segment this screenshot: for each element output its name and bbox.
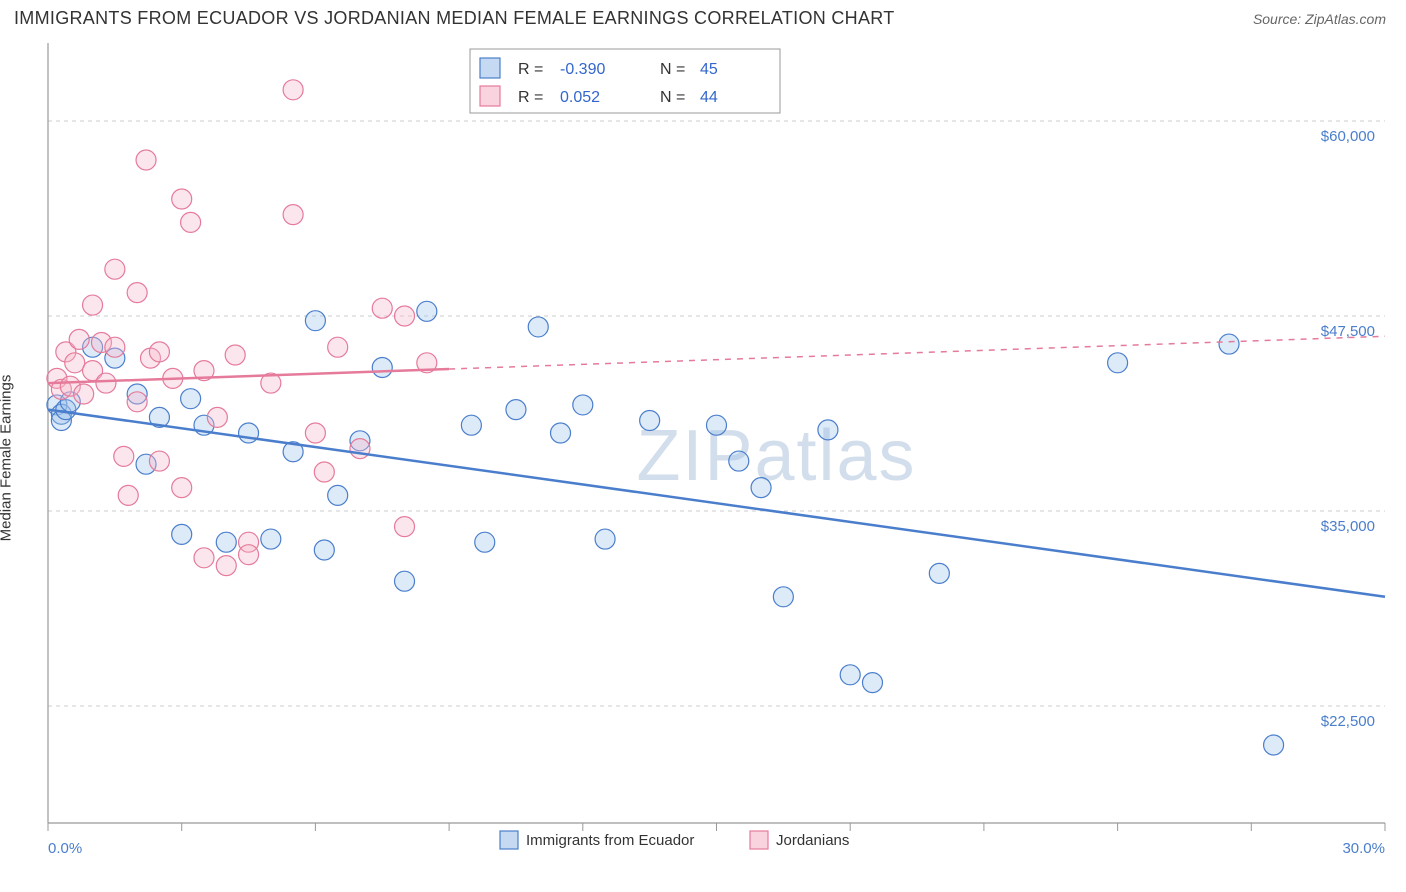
data-point <box>105 259 125 279</box>
y-tick-label: $22,500 <box>1321 713 1375 730</box>
data-point <box>729 451 749 471</box>
data-point <box>118 485 138 505</box>
data-point <box>305 311 325 331</box>
legend-r-value: -0.390 <box>560 61 605 78</box>
data-point <box>573 395 593 415</box>
legend-n-value: 44 <box>700 89 718 106</box>
data-point <box>172 524 192 544</box>
data-point <box>149 342 169 362</box>
data-point <box>773 587 793 607</box>
data-point <box>127 392 147 412</box>
data-point <box>551 423 571 443</box>
watermark: ZIPatlas <box>636 416 916 496</box>
data-point <box>372 357 392 377</box>
legend-swatch <box>480 86 500 106</box>
correlation-legend <box>470 49 780 113</box>
data-point <box>181 389 201 409</box>
legend-n-label: N = <box>660 61 685 78</box>
legend-n-label: N = <box>660 89 685 106</box>
y-axis-label: Median Female Earnings <box>0 375 15 542</box>
data-point <box>395 517 415 537</box>
data-point <box>96 373 116 393</box>
legend-series-label: Jordanians <box>776 832 849 849</box>
data-point <box>475 532 495 552</box>
trend-line-extrapolated <box>449 336 1385 369</box>
data-point <box>172 189 192 209</box>
data-point <box>216 532 236 552</box>
data-point <box>207 407 227 427</box>
data-point <box>181 212 201 232</box>
y-tick-label: $47,500 <box>1321 323 1375 340</box>
data-point <box>305 423 325 443</box>
data-point <box>114 446 134 466</box>
data-point <box>395 306 415 326</box>
data-point <box>528 317 548 337</box>
data-point <box>239 545 259 565</box>
data-point <box>127 283 147 303</box>
data-point <box>751 478 771 498</box>
data-point <box>74 384 94 404</box>
data-point <box>172 478 192 498</box>
scatter-chart: $22,500 $35,000 $47,500 $60,000 ZIPatlas R =-… <box>0 33 1406 883</box>
chart-area: Median Female Earnings $22,500 $35,000 $47… <box>0 33 1406 883</box>
data-point <box>239 423 259 443</box>
data-point <box>707 415 727 435</box>
x-min-label: 0.0% <box>48 840 82 857</box>
data-point <box>283 205 303 225</box>
data-point <box>314 462 334 482</box>
header: IMMIGRANTS FROM ECUADOR VS JORDANIAN MED… <box>0 0 1406 33</box>
data-point <box>461 415 481 435</box>
data-point <box>283 80 303 100</box>
data-point <box>328 337 348 357</box>
data-point <box>640 411 660 431</box>
legend-swatch <box>750 831 768 849</box>
data-point <box>840 665 860 685</box>
data-point <box>136 150 156 170</box>
legend-r-label: R = <box>518 61 543 78</box>
data-point <box>216 556 236 576</box>
chart-title: IMMIGRANTS FROM ECUADOR VS JORDANIAN MED… <box>14 8 895 29</box>
data-point <box>395 571 415 591</box>
legend-r-value: 0.052 <box>560 89 600 106</box>
data-point <box>1108 353 1128 373</box>
y-tick-label: $35,000 <box>1321 518 1375 535</box>
data-point <box>194 548 214 568</box>
data-point <box>372 298 392 318</box>
source-label: Source: ZipAtlas.com <box>1253 11 1386 27</box>
x-max-label: 30.0% <box>1342 840 1385 857</box>
data-point <box>506 400 526 420</box>
data-point <box>595 529 615 549</box>
data-point <box>1219 334 1239 354</box>
legend-series-label: Immigrants from Ecuador <box>526 832 694 849</box>
data-point <box>328 485 348 505</box>
data-point <box>929 563 949 583</box>
data-point <box>314 540 334 560</box>
data-point <box>862 673 882 693</box>
data-point <box>83 295 103 315</box>
data-point <box>417 301 437 321</box>
data-point <box>818 420 838 440</box>
legend-swatch <box>480 58 500 78</box>
data-point <box>105 337 125 357</box>
data-point <box>350 439 370 459</box>
data-point <box>1264 735 1284 755</box>
data-point <box>65 353 85 373</box>
y-tick-label: $60,000 <box>1321 128 1375 145</box>
legend-n-value: 45 <box>700 61 718 78</box>
data-point <box>69 329 89 349</box>
data-point <box>261 529 281 549</box>
data-point <box>149 451 169 471</box>
data-point <box>225 345 245 365</box>
legend-swatch <box>500 831 518 849</box>
legend-r-label: R = <box>518 89 543 106</box>
